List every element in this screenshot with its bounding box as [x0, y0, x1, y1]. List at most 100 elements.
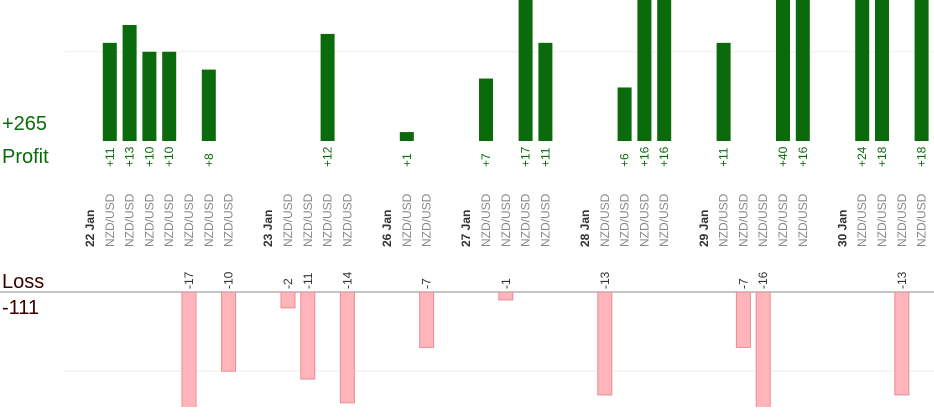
profit-bar: [518, 0, 533, 142]
profit-title: Profit: [2, 146, 49, 168]
pair-label: NZD/USD: [499, 193, 513, 247]
loss-panel: [65, 292, 934, 407]
pair-label: NZD/USD: [598, 193, 612, 247]
loss-bar: [419, 292, 435, 348]
date-label: 23 Jan: [261, 210, 275, 247]
loss-value-label: -13: [598, 271, 612, 289]
loss-bar: [735, 292, 751, 348]
pair-label: NZD/USD: [479, 193, 493, 247]
profit-value-label: +17: [519, 146, 533, 167]
pair-label: NZD/USD: [538, 193, 552, 247]
profit-value-label: +11: [103, 147, 117, 167]
pair-label: NZD/USD: [301, 193, 315, 247]
profit-bar: [617, 87, 632, 141]
loss-bar: [280, 292, 296, 309]
profit-value-label: +16: [796, 146, 810, 167]
loss-bar: [894, 292, 910, 396]
pair-label: NZD/USD: [123, 193, 137, 247]
loss-value-label: -7: [736, 278, 750, 289]
loss-value-label: -13: [895, 271, 909, 289]
profit-value-label: +40: [776, 146, 790, 167]
profit-bar: [122, 24, 137, 141]
profit-value-label: +12: [321, 146, 335, 167]
profit-bar: [637, 0, 652, 141]
pair-label: NZD/USD: [895, 193, 909, 247]
loss-value-label: -7: [420, 278, 434, 289]
profit-total: +265: [2, 113, 47, 135]
date-label: 26 Jan: [380, 210, 394, 247]
loss-value-label: -10: [222, 271, 236, 289]
loss-total: -111: [2, 297, 39, 319]
profit-value-label: +13: [123, 146, 137, 167]
loss-bar: [181, 292, 197, 407]
pair-label: NZD/USD: [875, 193, 889, 247]
loss-value-label: -17: [182, 271, 196, 289]
pair-label: NZD/USD: [142, 193, 156, 247]
profit-value-label: +16: [637, 146, 651, 167]
pair-label: NZD/USD: [182, 193, 196, 247]
profit-bar: [538, 42, 553, 141]
pair-label: NZD/USD: [717, 193, 731, 247]
pair-label: NZD/USD: [340, 193, 354, 247]
loss-bar: [755, 292, 771, 407]
pair-label: NZD/USD: [162, 193, 176, 247]
profit-value-label: +11: [538, 147, 552, 167]
pair-label: NZD/USD: [637, 193, 651, 247]
pair-label: NZD/USD: [618, 193, 632, 247]
pair-label: NZD/USD: [202, 193, 216, 247]
pair-label: NZD/USD: [776, 193, 790, 247]
pair-label: NZD/USD: [321, 193, 335, 247]
pair-label: NZD/USD: [420, 193, 434, 247]
profit-panel: [65, 0, 934, 142]
loss-bar: [339, 292, 355, 404]
loss-value-label: -1: [499, 278, 513, 289]
date-label: 30 Jan: [835, 210, 849, 247]
profit-value-label: +8: [202, 153, 216, 167]
profit-bar: [875, 0, 889, 141]
date-label: 29 Jan: [697, 210, 711, 247]
profit-value-label: +11: [717, 147, 731, 167]
loss-value-label: -2: [281, 278, 295, 289]
date-label: 22 Jan: [83, 210, 97, 247]
profit-value-label: +18: [875, 146, 889, 167]
pair-label: NZD/USD: [657, 193, 671, 247]
loss-value-label: -14: [340, 271, 354, 289]
labels: 22 Jan NZD/USD +11 NZD/USD +13 NZD/USD +10 NZD/…: [83, 146, 929, 289]
pair-label: NZD/USD: [103, 193, 117, 247]
date-label: 27 Jan: [459, 210, 473, 247]
loss-bar: [597, 292, 613, 396]
profit-value-label: +10: [142, 146, 156, 167]
loss-title: Loss: [2, 271, 44, 293]
profit-bar: [142, 51, 157, 142]
profit-bar: [776, 0, 790, 142]
profit-bar: [657, 0, 672, 141]
profit-value-label: +16: [657, 146, 671, 167]
loss-bar: [221, 292, 237, 372]
profit-bar: [855, 0, 870, 141]
profit-value-label: +7: [479, 153, 493, 167]
profit-bar: [914, 0, 929, 141]
pair-label: NZD/USD: [400, 193, 414, 247]
profit-bar: [102, 42, 117, 141]
pair-label: NZD/USD: [736, 193, 750, 247]
pair-label: NZD/USD: [915, 193, 929, 247]
pair-label: NZD/USD: [796, 193, 810, 247]
pair-label: NZD/USD: [281, 193, 295, 247]
loss-bar: [498, 292, 514, 301]
profit-bar: [479, 78, 493, 141]
profit-value-label: +24: [855, 146, 869, 167]
date-label: 28 Jan: [578, 210, 592, 247]
profit-bar: [162, 51, 177, 142]
profit-bar: [201, 69, 216, 141]
profit-value-label: +10: [162, 146, 176, 167]
pair-label: NZD/USD: [855, 193, 869, 247]
profit-value-label: +18: [915, 146, 929, 167]
loss-value-label: -16: [756, 271, 770, 289]
profit-value-label: +6: [618, 153, 632, 167]
profit-bar: [795, 0, 810, 141]
profit-value-label: +1: [400, 153, 414, 167]
loss-value-label: -11: [301, 272, 315, 289]
profit-bar: [399, 132, 414, 141]
pair-label: NZD/USD: [519, 193, 533, 247]
